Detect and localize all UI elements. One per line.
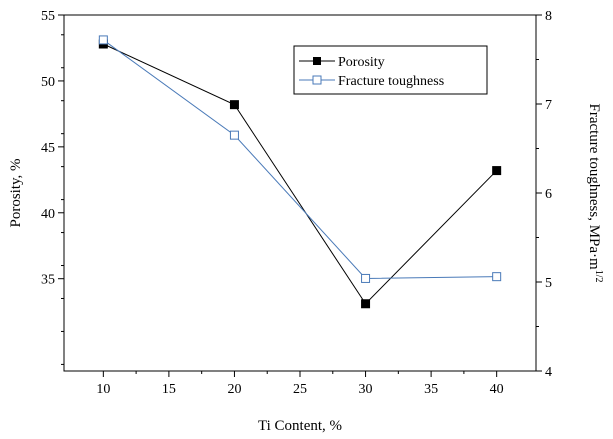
porosity-data-point (361, 299, 371, 309)
x-tick-label: 15 (162, 382, 176, 397)
y-left-tick-label: 50 (41, 75, 55, 90)
porosity-series-line (103, 43, 498, 305)
legend: Porosity Fracture toughness (293, 45, 488, 95)
x-tick-label: 25 (293, 382, 307, 397)
y-left-tick-label: 55 (41, 9, 55, 24)
y-right-tick-label: 7 (545, 98, 552, 113)
y-right-tick-label: 8 (545, 9, 552, 24)
porosity-data-point (492, 166, 502, 176)
x-tick-label: 35 (424, 382, 438, 397)
y-left-tick-label: 40 (41, 207, 55, 222)
y-left-tick-label: 45 (41, 141, 55, 156)
legend-box (293, 45, 488, 95)
x-axis-title: Ti Content, % (258, 418, 342, 434)
left-y-axis-title: Porosity, % (8, 158, 24, 227)
x-axis-ticks: 10 15 20 25 30 35 40 (96, 371, 504, 397)
right-y-axis-title-superscript: 1/2 (593, 270, 604, 283)
right-y-axis-title-main: Fracture toughness, MPa·m (586, 103, 602, 270)
legend-toughness-marker (312, 75, 322, 85)
porosity-data-point (229, 100, 239, 110)
legend-toughness-label: Fracture toughness (338, 74, 444, 89)
x-tick-label: 20 (227, 382, 241, 397)
legend-porosity-label: Porosity (338, 55, 385, 70)
y-right-tick-label: 6 (545, 187, 552, 202)
y-right-tick-label: 5 (545, 276, 552, 291)
fracture-toughness-data-point (492, 272, 502, 282)
fracture-toughness-data-point (361, 273, 371, 283)
left-y-axis-ticks: 35 40 45 50 55 (41, 9, 64, 365)
fracture-toughness-data-point (98, 35, 108, 45)
series-layer (98, 35, 502, 309)
fracture-toughness-data-point (229, 130, 239, 140)
right-y-axis-ticks: 4 5 6 7 8 (536, 9, 552, 380)
legend-porosity-marker (313, 57, 321, 65)
x-tick-label: 40 (490, 382, 504, 397)
x-tick-label: 30 (359, 382, 373, 397)
x-tick-label: 10 (96, 382, 110, 397)
y-right-tick-label: 4 (545, 365, 552, 380)
y-left-tick-label: 35 (41, 273, 55, 288)
right-y-axis-title: Fracture toughness, MPa·m1/2 (586, 103, 604, 282)
fracture-toughness-series-line (103, 39, 497, 279)
